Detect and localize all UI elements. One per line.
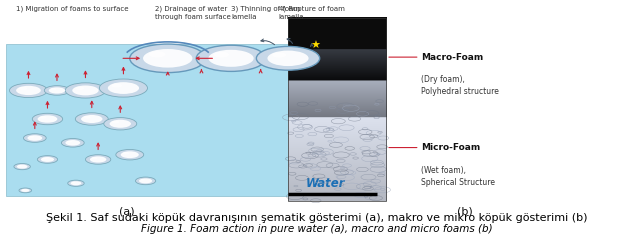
- Circle shape: [18, 165, 22, 166]
- Circle shape: [67, 141, 72, 143]
- Circle shape: [75, 113, 108, 125]
- Circle shape: [9, 83, 47, 98]
- Circle shape: [40, 116, 47, 119]
- Text: (b): (b): [458, 207, 473, 217]
- Text: Macro-Foam: Macro-Foam: [421, 53, 483, 62]
- Text: 3) Thinning of foam
lamella: 3) Thinning of foam lamella: [231, 6, 300, 20]
- Circle shape: [208, 50, 254, 67]
- Circle shape: [141, 179, 145, 181]
- Circle shape: [61, 139, 84, 147]
- Circle shape: [108, 82, 139, 94]
- Circle shape: [22, 189, 25, 190]
- Circle shape: [116, 149, 144, 160]
- Circle shape: [22, 189, 29, 192]
- FancyBboxPatch shape: [6, 44, 364, 196]
- Circle shape: [85, 155, 111, 164]
- Circle shape: [130, 44, 206, 73]
- Circle shape: [37, 115, 58, 123]
- Circle shape: [121, 151, 139, 158]
- Circle shape: [84, 116, 91, 119]
- Circle shape: [51, 88, 56, 90]
- Text: Micro-Foam: Micro-Foam: [421, 143, 480, 152]
- Text: Figure 1. Foam action in pure water (a), macro and micro foams (b): Figure 1. Foam action in pure water (a),…: [141, 224, 492, 234]
- Circle shape: [267, 51, 308, 66]
- Text: 1) Migration of foams to surface: 1) Migration of foams to surface: [16, 6, 128, 12]
- Circle shape: [32, 113, 63, 125]
- Circle shape: [111, 84, 122, 88]
- Circle shape: [123, 152, 129, 154]
- Circle shape: [81, 115, 103, 123]
- Circle shape: [90, 156, 106, 163]
- Bar: [288, 18, 386, 201]
- Circle shape: [29, 136, 34, 138]
- Circle shape: [72, 85, 99, 95]
- Circle shape: [196, 45, 266, 71]
- Circle shape: [139, 178, 152, 183]
- Circle shape: [23, 134, 46, 142]
- Circle shape: [104, 118, 137, 130]
- Circle shape: [75, 87, 84, 90]
- Circle shape: [37, 156, 58, 163]
- Circle shape: [27, 135, 42, 141]
- Circle shape: [16, 86, 41, 95]
- Text: (Dry foam),
Polyhedral structure: (Dry foam), Polyhedral structure: [421, 75, 499, 96]
- Circle shape: [135, 177, 156, 185]
- Circle shape: [14, 164, 30, 170]
- Circle shape: [42, 158, 47, 159]
- Text: (Wet foam),
Spherical Structure: (Wet foam), Spherical Structure: [421, 166, 495, 187]
- Circle shape: [68, 180, 84, 186]
- Circle shape: [256, 46, 320, 70]
- Circle shape: [272, 52, 286, 58]
- Circle shape: [92, 157, 97, 159]
- Circle shape: [44, 86, 70, 95]
- Circle shape: [149, 51, 165, 57]
- Circle shape: [17, 165, 27, 169]
- Text: Water: Water: [306, 177, 345, 190]
- Circle shape: [65, 83, 106, 98]
- Circle shape: [49, 87, 65, 94]
- Circle shape: [143, 49, 192, 68]
- Circle shape: [72, 182, 75, 183]
- Circle shape: [99, 79, 147, 97]
- Circle shape: [110, 120, 131, 128]
- Circle shape: [213, 52, 229, 58]
- Text: 4) Rupture of foam
lamella: 4) Rupture of foam lamella: [279, 6, 344, 20]
- Circle shape: [71, 181, 81, 185]
- Circle shape: [19, 188, 32, 193]
- Circle shape: [65, 140, 80, 146]
- Circle shape: [41, 157, 54, 162]
- Text: Şekil 1. Saf sudaki köpük davranışının şematik gösterimi (a), makro ve mikro köp: Şekil 1. Saf sudaki köpük davranışının ş…: [46, 213, 587, 223]
- Circle shape: [19, 87, 27, 90]
- Circle shape: [112, 121, 119, 123]
- Text: ★: ★: [310, 41, 320, 51]
- Text: (a): (a): [119, 207, 134, 217]
- Text: 2) Drainage of water
through foam surface: 2) Drainage of water through foam surfac…: [155, 6, 231, 20]
